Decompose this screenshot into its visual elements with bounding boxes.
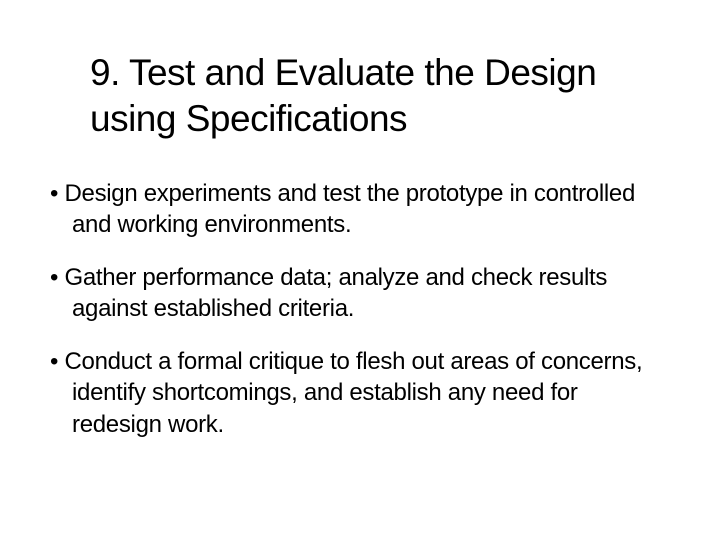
bullet-item: Gather performance data; analyze and che… <box>50 262 670 324</box>
bullet-item: Conduct a formal critique to flesh out a… <box>50 346 670 440</box>
bullet-list: Design experiments and test the prototyp… <box>50 178 670 440</box>
slide-title: 9. Test and Evaluate the Design using Sp… <box>90 50 660 143</box>
bullet-item: Design experiments and test the prototyp… <box>50 178 670 240</box>
